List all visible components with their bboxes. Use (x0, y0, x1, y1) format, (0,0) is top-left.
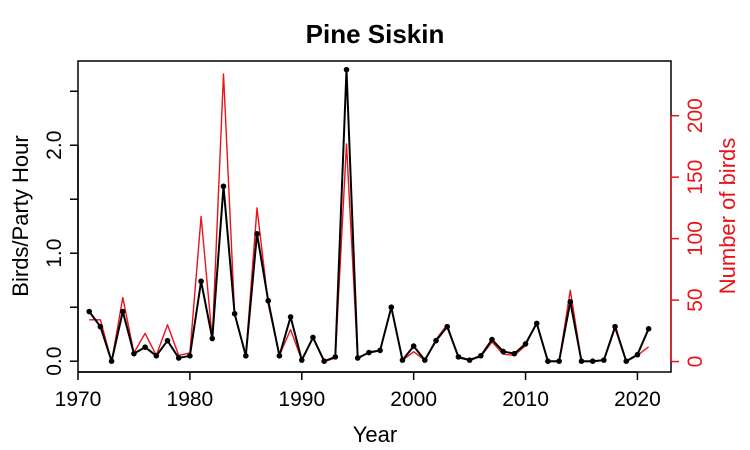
y-tick-label-left: 1.0 (43, 239, 66, 268)
data-point (589, 358, 596, 365)
y-tick-label-right: 100 (684, 221, 707, 256)
data-point (366, 349, 372, 356)
chart-title: Pine Siskin (306, 19, 445, 49)
data-point (601, 357, 607, 363)
data-point (164, 337, 171, 344)
x-axis-label: Year (353, 422, 397, 447)
x-axis: 1970 1980 1990 2000 2010 2020 (55, 371, 661, 411)
data-point (231, 310, 238, 317)
data-point (410, 343, 417, 349)
data-point (377, 347, 383, 354)
x-tick-label: 1980 (167, 388, 214, 411)
data-point (86, 308, 92, 315)
data-point (198, 278, 204, 285)
data-point (533, 320, 540, 327)
x-tick-label: 2020 (614, 388, 661, 411)
data-point (455, 354, 462, 360)
y-tick-label-right: 0 (684, 356, 707, 368)
data-point (209, 335, 216, 342)
data-point (131, 350, 137, 357)
data-point (578, 358, 585, 365)
data-point (388, 304, 395, 311)
data-point (556, 358, 562, 365)
data-point (444, 323, 451, 330)
y-axis-left: 0.0 1.0 2.0 (43, 90, 79, 376)
data-point (108, 358, 115, 365)
data-point (522, 341, 529, 347)
data-point (119, 308, 126, 315)
data-point (321, 358, 327, 365)
x-tick-label: 1970 (55, 388, 102, 411)
data-point (276, 353, 283, 359)
data-point (354, 355, 361, 361)
data-point (187, 353, 193, 359)
data-point (142, 344, 148, 350)
data-point (175, 355, 182, 361)
data-point (545, 358, 551, 365)
x-tick-label: 2010 (502, 388, 549, 411)
series-birds-per-party-hour (86, 66, 652, 365)
y-tick-label-left: 0.0 (43, 347, 66, 376)
data-point (153, 353, 160, 359)
y-tick-label-right: 150 (684, 160, 707, 195)
data-point (645, 326, 652, 332)
y-tick-label-left: 2.0 (43, 131, 66, 160)
y-axis-right: 0 50 100 150 200 (670, 98, 707, 368)
y-tick-label-right: 200 (684, 98, 707, 133)
y-axis-label-right: Number of birds (715, 138, 740, 295)
data-point (97, 323, 104, 330)
data-point (634, 351, 641, 358)
data-point (623, 358, 630, 365)
data-point (500, 348, 506, 355)
y-tick-label-right: 50 (684, 288, 707, 311)
data-point (310, 334, 316, 341)
line-birds-per-party-hour (88, 68, 650, 363)
data-point (343, 66, 350, 73)
data-point (612, 323, 618, 330)
data-point (254, 230, 260, 237)
data-point (265, 297, 272, 304)
x-tick-label: 1990 (278, 388, 325, 411)
data-point (567, 299, 574, 305)
data-point (511, 350, 518, 357)
x-tick-label: 2000 (390, 388, 437, 411)
data-point (243, 353, 249, 359)
series-number-of-birds (89, 73, 650, 363)
data-point (477, 353, 484, 359)
data-point (332, 354, 339, 360)
line-number-of-birds (89, 73, 650, 363)
data-point (287, 314, 294, 320)
data-point (399, 357, 406, 363)
data-point (298, 357, 305, 363)
data-point (433, 337, 439, 344)
data-point (466, 357, 473, 363)
data-point (220, 183, 227, 190)
data-point (489, 336, 495, 343)
data-point (422, 357, 428, 363)
y-axis-label-left: Birds/Party Hour (8, 135, 33, 296)
